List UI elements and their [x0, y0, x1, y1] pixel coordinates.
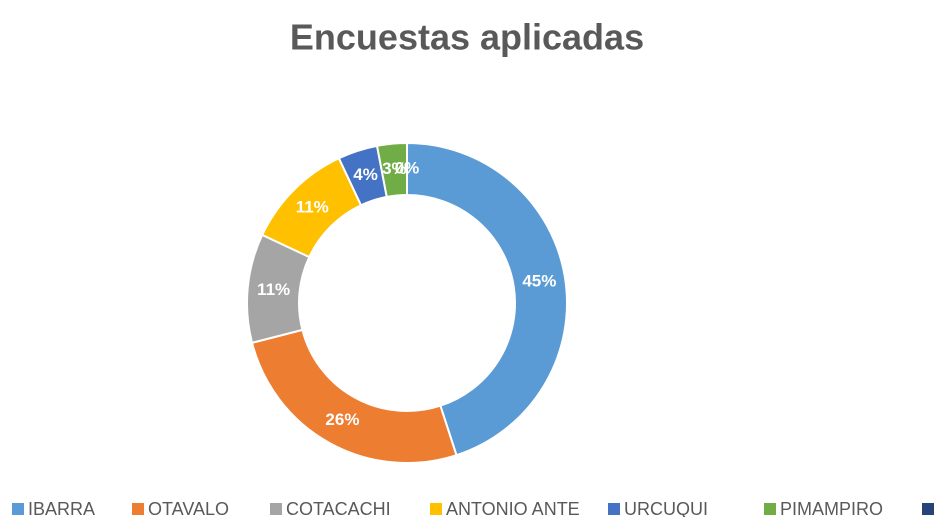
- data-label: 3%: [382, 159, 407, 178]
- legend-swatch: [430, 503, 442, 515]
- legend-label: PIMAMPIRO: [780, 499, 883, 517]
- chart-title: Encuestas aplicadas: [290, 17, 644, 58]
- legend-swatch: [132, 503, 144, 515]
- data-label: 4%: [353, 165, 378, 184]
- legend-swatch: [608, 503, 620, 515]
- data-label: 0%: [395, 158, 420, 177]
- data-label: 11%: [296, 198, 329, 217]
- legend-label: OTAVALO: [148, 499, 229, 517]
- donut-slice: [406, 141, 568, 457]
- legend-swatch: [12, 503, 24, 515]
- legend-swatch: [270, 503, 282, 515]
- legend-swatch: [922, 503, 934, 515]
- legend-swatch: [764, 503, 776, 515]
- legend-label: URCUQUI: [624, 499, 708, 517]
- data-label: 11%: [257, 280, 290, 299]
- legend-label: COTACACHI: [286, 499, 391, 517]
- data-label: 45%: [522, 272, 556, 291]
- donut-slice: [250, 328, 458, 464]
- data-label: 26%: [325, 410, 359, 429]
- legend-label: IBARRA: [28, 499, 95, 517]
- legend-label: ANTONIO ANTE: [446, 499, 580, 517]
